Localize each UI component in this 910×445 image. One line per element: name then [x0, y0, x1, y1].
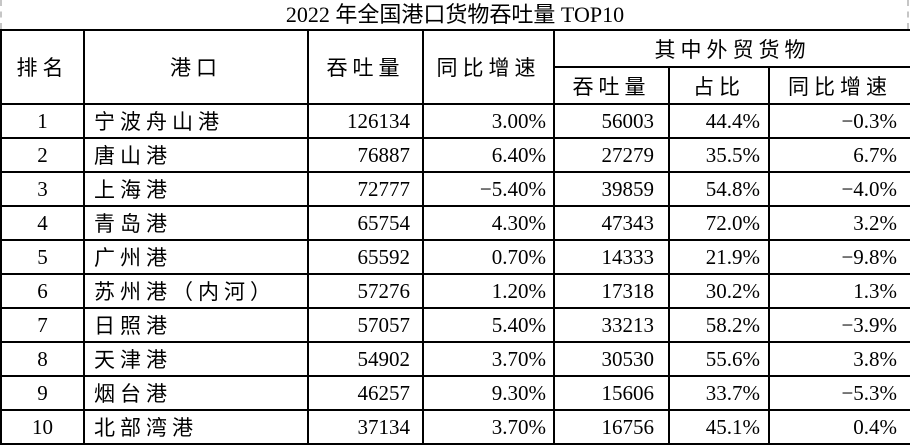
cell-foreign-share: 55.6% — [668, 341, 770, 377]
table-row: 7 日照港 57057 5.40% 33213 58.2% −3.9% — [0, 307, 910, 343]
cell-foreign-share: 72.0% — [668, 205, 770, 241]
cell-foreign-yoy-growth: −0.3% — [767, 103, 910, 139]
cell-rank: 8 — [0, 341, 85, 377]
cell-yoy-growth: 5.40% — [422, 307, 555, 343]
header-throughput: 吞吐量 — [307, 29, 424, 105]
cell-throughput: 46257 — [307, 375, 424, 411]
cell-yoy-growth: 0.70% — [422, 239, 555, 275]
cell-throughput: 126134 — [307, 103, 424, 139]
table-row: 5 广州港 65592 0.70% 14333 21.9% −9.8% — [0, 239, 910, 275]
cell-foreign-throughput: 27279 — [553, 137, 670, 173]
cell-foreign-throughput: 33213 — [553, 307, 670, 343]
cell-rank: 10 — [0, 409, 85, 445]
cell-foreign-yoy-growth: 3.2% — [767, 205, 910, 241]
cell-foreign-throughput: 16756 — [553, 409, 670, 445]
cell-port: 北部湾港 — [83, 409, 309, 445]
table-row: 2 唐山港 76887 6.40% 27279 35.5% 6.7% — [0, 137, 910, 173]
cell-port: 广州港 — [83, 239, 309, 275]
port-throughput-table: 排名 港口 吞吐量 同比增速 其中外贸货物 吞吐量 占比 同比增速 1 宁波舟山… — [0, 29, 910, 445]
cell-foreign-yoy-growth: 0.4% — [767, 409, 910, 445]
cell-foreign-throughput: 17318 — [553, 273, 670, 309]
cell-yoy-growth: 1.20% — [422, 273, 555, 309]
cell-foreign-yoy-growth: 3.8% — [767, 341, 910, 377]
table-header: 排名 港口 吞吐量 同比增速 其中外贸货物 吞吐量 占比 同比增速 — [0, 29, 910, 105]
cell-port: 天津港 — [83, 341, 309, 377]
table-row: 3 上海港 72777 −5.40% 39859 54.8% −4.0% — [0, 171, 910, 207]
page-title: 2022 年全国港口货物吞吐量 TOP10 — [285, 2, 625, 27]
cell-port: 上海港 — [83, 171, 309, 207]
cell-yoy-growth: 3.70% — [422, 409, 555, 445]
cell-throughput: 57276 — [307, 273, 424, 309]
header-foreign-throughput: 吞吐量 — [553, 66, 670, 105]
cell-throughput: 76887 — [307, 137, 424, 173]
cell-foreign-share: 33.7% — [668, 375, 770, 411]
cell-rank: 9 — [0, 375, 85, 411]
header-rank: 排名 — [0, 29, 85, 105]
cell-yoy-growth: 9.30% — [422, 375, 555, 411]
cell-throughput: 54902 — [307, 341, 424, 377]
cell-foreign-share: 58.2% — [668, 307, 770, 343]
cell-port: 烟台港 — [83, 375, 309, 411]
cell-foreign-yoy-growth: −3.9% — [767, 307, 910, 343]
cell-port: 青岛港 — [83, 205, 309, 241]
cell-foreign-throughput: 14333 — [553, 239, 670, 275]
header-foreign-share: 占比 — [668, 66, 770, 105]
cell-yoy-growth: 3.00% — [422, 103, 555, 139]
cell-throughput: 65592 — [307, 239, 424, 275]
header-foreign-yoy-growth: 同比增速 — [767, 66, 910, 105]
cell-throughput: 72777 — [307, 171, 424, 207]
cell-foreign-share: 35.5% — [668, 137, 770, 173]
cell-foreign-throughput: 30530 — [553, 341, 670, 377]
cell-foreign-share: 54.8% — [668, 171, 770, 207]
cell-yoy-growth: 6.40% — [422, 137, 555, 173]
page-edge-guide-left — [0, 0, 2, 29]
cell-yoy-growth: −5.40% — [422, 171, 555, 207]
table-row: 6 苏州港（内河） 57276 1.20% 17318 30.2% 1.3% — [0, 273, 910, 309]
cell-throughput: 65754 — [307, 205, 424, 241]
cell-rank: 7 — [0, 307, 85, 343]
cell-foreign-yoy-growth: −4.0% — [767, 171, 910, 207]
page-edge-guide-right — [907, 0, 909, 29]
cell-rank: 5 — [0, 239, 85, 275]
cell-port: 宁波舟山港 — [83, 103, 309, 139]
table-row: 1 宁波舟山港 126134 3.00% 56003 44.4% −0.3% — [0, 103, 910, 139]
header-yoy-growth: 同比增速 — [422, 29, 555, 105]
cell-throughput: 57057 — [307, 307, 424, 343]
cell-foreign-yoy-growth: −5.3% — [767, 375, 910, 411]
table-row: 4 青岛港 65754 4.30% 47343 72.0% 3.2% — [0, 205, 910, 241]
cell-foreign-throughput: 39859 — [553, 171, 670, 207]
cell-foreign-share: 44.4% — [668, 103, 770, 139]
cell-yoy-growth: 4.30% — [422, 205, 555, 241]
header-port: 港口 — [83, 29, 309, 105]
cell-rank: 4 — [0, 205, 85, 241]
table-body: 1 宁波舟山港 126134 3.00% 56003 44.4% −0.3% 2… — [0, 103, 910, 445]
cell-foreign-share: 45.1% — [668, 409, 770, 445]
cell-rank: 1 — [0, 103, 85, 139]
cell-port: 日照港 — [83, 307, 309, 343]
cell-throughput: 37134 — [307, 409, 424, 445]
cell-port: 唐山港 — [83, 137, 309, 173]
cell-rank: 2 — [0, 137, 85, 173]
table-row: 8 天津港 54902 3.70% 30530 55.6% 3.8% — [0, 341, 910, 377]
cell-rank: 3 — [0, 171, 85, 207]
cell-yoy-growth: 3.70% — [422, 341, 555, 377]
cell-rank: 6 — [0, 273, 85, 309]
cell-port: 苏州港（内河） — [83, 273, 309, 309]
cell-foreign-share: 21.9% — [668, 239, 770, 275]
table-row: 10 北部湾港 37134 3.70% 16756 45.1% 0.4% — [0, 409, 910, 445]
cell-foreign-share: 30.2% — [668, 273, 770, 309]
cell-foreign-yoy-growth: −9.8% — [767, 239, 910, 275]
header-group-foreign-trade: 其中外贸货物 — [552, 29, 910, 68]
cell-foreign-throughput: 15606 — [553, 375, 670, 411]
table-row: 9 烟台港 46257 9.30% 15606 33.7% −5.3% — [0, 375, 910, 411]
cell-foreign-yoy-growth: 6.7% — [767, 137, 910, 173]
cell-foreign-throughput: 56003 — [553, 103, 670, 139]
cell-foreign-yoy-growth: 1.3% — [767, 273, 910, 309]
cell-foreign-throughput: 47343 — [553, 205, 670, 241]
